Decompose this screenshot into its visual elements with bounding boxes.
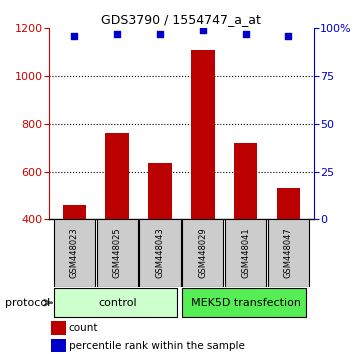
FancyBboxPatch shape [54,288,177,317]
Bar [63,205,86,219]
FancyBboxPatch shape [225,219,266,287]
Point [114,31,120,37]
Bar [51,321,66,335]
Text: GSM448029: GSM448029 [198,228,207,279]
FancyBboxPatch shape [182,288,305,317]
FancyBboxPatch shape [97,219,138,287]
Point [71,33,77,39]
FancyBboxPatch shape [268,219,309,287]
Text: GSM448041: GSM448041 [241,228,250,279]
Point [200,27,206,33]
Bar [51,339,66,352]
Title: GDS3790 / 1554747_a_at: GDS3790 / 1554747_a_at [101,13,261,26]
Text: count: count [69,323,98,333]
Text: GSM448043: GSM448043 [156,228,165,279]
Text: GSM448047: GSM448047 [284,228,293,279]
Text: GSM448025: GSM448025 [113,228,122,279]
FancyBboxPatch shape [182,219,223,287]
Bar [234,143,257,219]
Point [286,33,291,39]
FancyBboxPatch shape [54,219,95,287]
Bar [277,188,300,219]
Point [243,31,248,37]
Text: percentile rank within the sample: percentile rank within the sample [69,341,244,350]
Text: GSM448023: GSM448023 [70,228,79,279]
FancyBboxPatch shape [139,219,180,287]
Point [157,31,163,37]
Bar [105,133,129,219]
Text: protocol: protocol [5,298,51,308]
Bar [191,50,214,219]
Text: MEK5D transfection: MEK5D transfection [191,298,301,308]
Text: control: control [98,298,136,308]
Bar [148,163,172,219]
